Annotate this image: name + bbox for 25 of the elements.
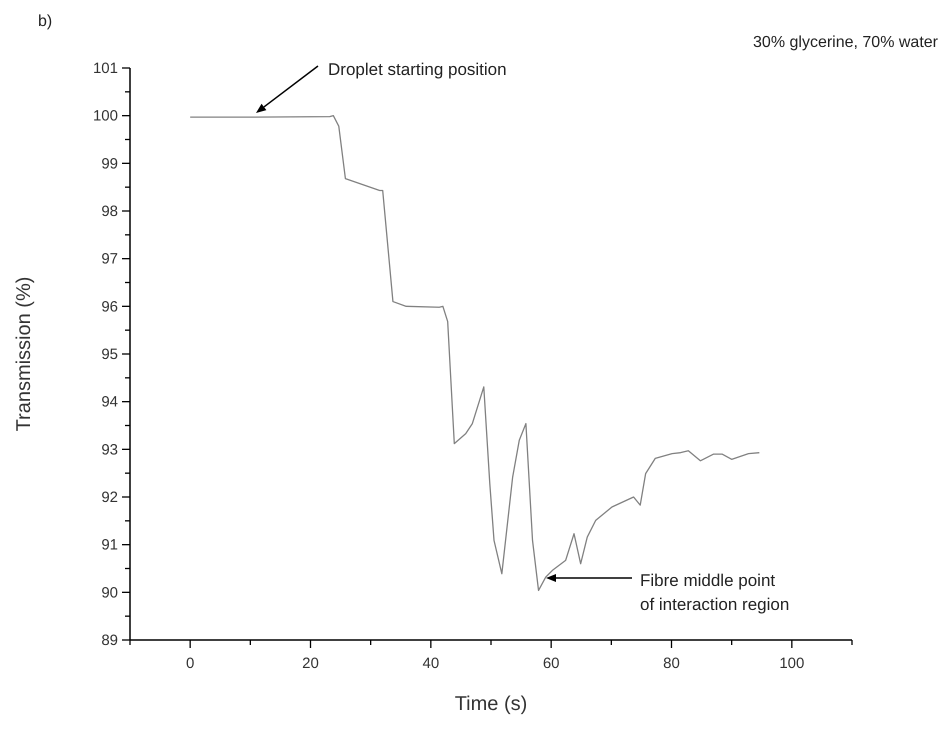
y-tick-label: 94	[101, 394, 118, 411]
x-tick-label: 60	[542, 655, 560, 672]
x-axis-title: Time (s)	[454, 693, 528, 715]
y-tick-label: 97	[101, 250, 118, 268]
x-tick-label: 20	[302, 655, 319, 672]
y-axis-title: Transmission (%)	[13, 276, 35, 432]
y-tick-label: 100	[92, 108, 118, 125]
y-tick-label: 91	[101, 536, 118, 554]
y-tick-label: 98	[101, 203, 118, 220]
y-tick-label: 101	[92, 60, 118, 77]
y-tick-label: 95	[101, 346, 118, 363]
text: b)	[38, 13, 52, 30]
x-tick-label: 40	[422, 655, 440, 672]
x-tick-label: 0	[186, 655, 194, 672]
y-tick-label: 99	[101, 155, 118, 172]
y-tick-label: 93	[101, 441, 118, 458]
y-tick-label: 90	[101, 584, 118, 602]
y-tick-label: 96	[101, 298, 118, 316]
annotation: Fibre middle point of interaction region	[640, 571, 790, 614]
text: 30% glycerine, 70% water	[753, 34, 939, 51]
x-tick-label: 80	[663, 655, 680, 672]
y-tick-label: 92	[101, 489, 118, 506]
annotation: Droplet starting position	[328, 60, 507, 79]
y-tick-label: 89	[101, 632, 118, 649]
x-tick-label: 100	[779, 655, 804, 672]
